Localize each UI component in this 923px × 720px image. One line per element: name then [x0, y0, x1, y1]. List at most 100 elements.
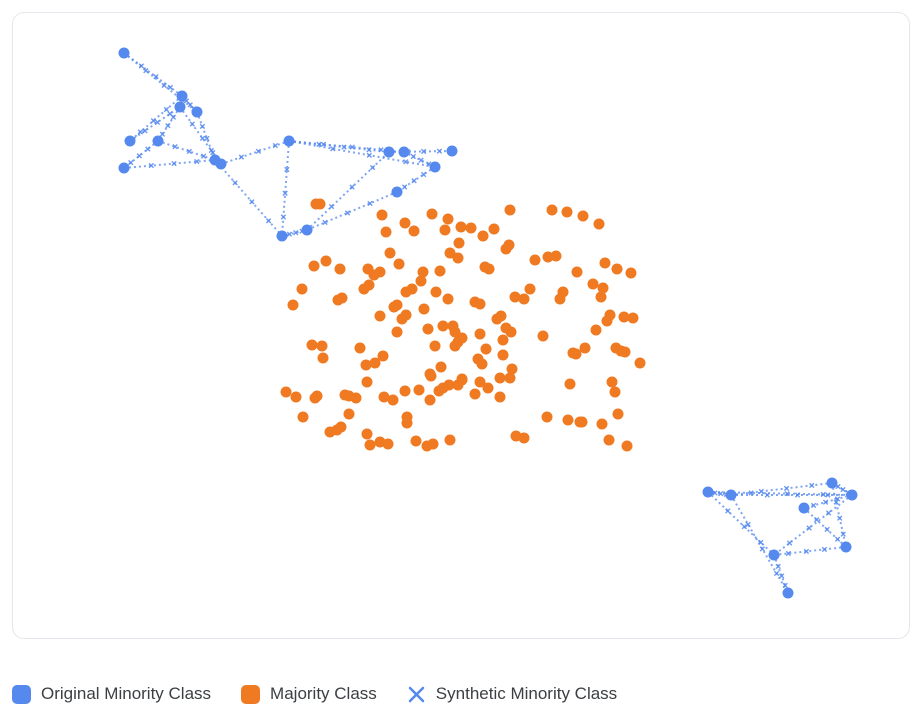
- majority-point[interactable]: [391, 326, 403, 338]
- original-minority-point[interactable]: [429, 161, 441, 173]
- majority-point[interactable]: [474, 328, 486, 340]
- original-minority-point[interactable]: [398, 146, 410, 158]
- majority-point[interactable]: [597, 282, 609, 294]
- majority-point[interactable]: [442, 293, 454, 305]
- original-minority-point[interactable]: [702, 486, 714, 498]
- original-minority-point[interactable]: [215, 158, 227, 170]
- original-minority-point[interactable]: [798, 502, 810, 514]
- majority-point[interactable]: [483, 263, 495, 275]
- majority-point[interactable]: [612, 408, 624, 420]
- majority-point[interactable]: [500, 243, 512, 255]
- original-minority-point[interactable]: [152, 135, 164, 147]
- majority-point[interactable]: [571, 266, 583, 278]
- majority-point[interactable]: [599, 257, 611, 269]
- original-minority-point[interactable]: [174, 101, 186, 113]
- majority-point[interactable]: [439, 224, 451, 236]
- majority-point[interactable]: [290, 391, 302, 403]
- majority-point[interactable]: [287, 299, 299, 311]
- majority-point[interactable]: [509, 291, 521, 303]
- majority-point[interactable]: [437, 320, 449, 332]
- majority-point[interactable]: [393, 258, 405, 270]
- legend-item-original-minority[interactable]: Original Minority Class: [12, 684, 211, 704]
- majority-point[interactable]: [317, 352, 329, 364]
- majority-point[interactable]: [377, 350, 389, 362]
- legend-item-majority[interactable]: Majority Class: [241, 684, 377, 704]
- majority-point[interactable]: [382, 438, 394, 450]
- majority-point[interactable]: [505, 326, 517, 338]
- majority-point[interactable]: [590, 324, 602, 336]
- majority-point[interactable]: [529, 254, 541, 266]
- majority-point[interactable]: [625, 267, 637, 279]
- majority-point[interactable]: [449, 340, 461, 352]
- majority-point[interactable]: [518, 293, 530, 305]
- original-minority-point[interactable]: [283, 135, 295, 147]
- majority-point[interactable]: [406, 283, 418, 295]
- majority-point[interactable]: [595, 291, 607, 303]
- majority-point[interactable]: [497, 334, 509, 346]
- majority-point[interactable]: [618, 311, 630, 323]
- majority-point[interactable]: [477, 230, 489, 242]
- majority-point[interactable]: [546, 204, 558, 216]
- majority-point[interactable]: [430, 286, 442, 298]
- majority-point[interactable]: [376, 209, 388, 221]
- majority-point[interactable]: [474, 298, 486, 310]
- majority-point[interactable]: [369, 357, 381, 369]
- majority-point[interactable]: [603, 434, 615, 446]
- majority-point[interactable]: [320, 255, 332, 267]
- majority-point[interactable]: [396, 313, 408, 325]
- majority-point[interactable]: [606, 376, 618, 388]
- legend-item-synthetic-minority[interactable]: Synthetic Minority Class: [407, 684, 617, 704]
- majority-point[interactable]: [444, 434, 456, 446]
- majority-point[interactable]: [413, 384, 425, 396]
- majority-point[interactable]: [494, 372, 506, 384]
- majority-point[interactable]: [455, 221, 467, 233]
- majority-point[interactable]: [361, 376, 373, 388]
- majority-point[interactable]: [562, 414, 574, 426]
- majority-point[interactable]: [306, 339, 318, 351]
- majority-point[interactable]: [308, 260, 320, 272]
- majority-point[interactable]: [601, 315, 613, 327]
- original-minority-point[interactable]: [846, 489, 858, 501]
- majority-point[interactable]: [564, 378, 576, 390]
- majority-point[interactable]: [480, 343, 492, 355]
- majority-point[interactable]: [401, 417, 413, 429]
- majority-point[interactable]: [494, 391, 506, 403]
- majority-point[interactable]: [621, 440, 633, 452]
- majority-point[interactable]: [574, 416, 586, 428]
- majority-point[interactable]: [350, 392, 362, 404]
- majority-point[interactable]: [541, 411, 553, 423]
- majority-point[interactable]: [557, 286, 569, 298]
- majority-point[interactable]: [456, 332, 468, 344]
- original-minority-point[interactable]: [446, 145, 458, 157]
- original-minority-point[interactable]: [391, 186, 403, 198]
- original-minority-point[interactable]: [124, 135, 136, 147]
- majority-point[interactable]: [504, 204, 516, 216]
- majority-point[interactable]: [579, 342, 591, 354]
- majority-point[interactable]: [561, 206, 573, 218]
- majority-point[interactable]: [596, 418, 608, 430]
- majority-point[interactable]: [542, 251, 554, 263]
- majority-point[interactable]: [410, 435, 422, 447]
- original-minority-point[interactable]: [118, 162, 130, 174]
- majority-point[interactable]: [504, 372, 516, 384]
- majority-point[interactable]: [476, 358, 488, 370]
- original-minority-point[interactable]: [383, 146, 395, 158]
- original-minority-point[interactable]: [782, 587, 794, 599]
- majority-point[interactable]: [417, 266, 429, 278]
- majority-point[interactable]: [435, 361, 447, 373]
- original-minority-point[interactable]: [191, 106, 203, 118]
- majority-point[interactable]: [427, 438, 439, 450]
- majority-point[interactable]: [415, 275, 427, 287]
- majority-point[interactable]: [374, 310, 386, 322]
- majority-point[interactable]: [611, 263, 623, 275]
- majority-point[interactable]: [465, 222, 477, 234]
- majority-point[interactable]: [316, 340, 328, 352]
- majority-point[interactable]: [364, 439, 376, 451]
- majority-point[interactable]: [615, 345, 627, 357]
- majority-point[interactable]: [343, 408, 355, 420]
- majority-point[interactable]: [627, 312, 639, 324]
- majority-point[interactable]: [570, 348, 582, 360]
- majority-point[interactable]: [314, 198, 326, 210]
- majority-point[interactable]: [336, 292, 348, 304]
- majority-point[interactable]: [426, 208, 438, 220]
